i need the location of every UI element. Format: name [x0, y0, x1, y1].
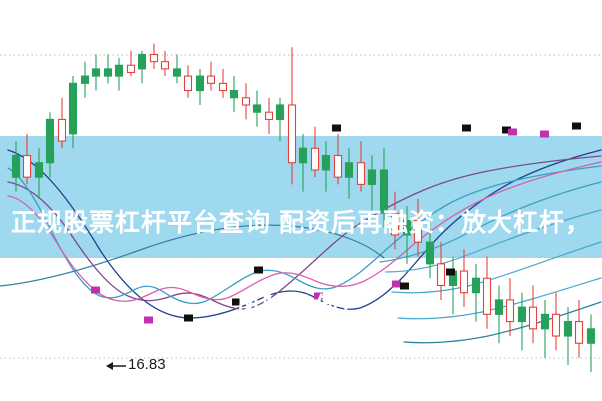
candle	[275, 97, 285, 142]
candle	[494, 285, 504, 344]
candle-marker	[462, 124, 471, 132]
candle	[241, 83, 251, 120]
candle	[80, 61, 90, 98]
candle-marker	[232, 298, 241, 306]
candle	[540, 299, 550, 358]
ma-extra-line-4	[397, 277, 602, 320]
candle-marker	[392, 280, 401, 288]
candle	[321, 141, 331, 192]
candle-marker	[144, 316, 153, 324]
candle	[344, 148, 354, 199]
candle	[528, 285, 538, 344]
candle	[505, 278, 515, 337]
candle-marker	[508, 128, 517, 136]
candlesticks	[11, 43, 596, 373]
candle	[287, 47, 297, 185]
candle	[229, 76, 239, 113]
candle-marker	[502, 126, 511, 134]
candle	[195, 68, 205, 105]
candle	[57, 97, 67, 149]
candle	[126, 50, 136, 77]
candle	[482, 256, 492, 329]
candle	[206, 61, 216, 91]
candle	[390, 191, 400, 250]
candle	[11, 141, 21, 192]
candle	[551, 292, 561, 351]
annotation-arrow	[106, 362, 126, 370]
candle	[517, 292, 527, 351]
candle-marker	[446, 268, 455, 276]
candle	[172, 54, 182, 84]
candle	[149, 43, 159, 69]
ma-short-line	[7, 165, 602, 305]
candle	[425, 220, 435, 279]
candle	[402, 206, 412, 264]
candle-marker	[400, 282, 409, 290]
candle-marker	[184, 314, 193, 322]
candle	[436, 242, 446, 300]
candle	[45, 112, 55, 178]
candle-marker	[91, 286, 100, 294]
gridlines	[0, 54, 602, 359]
candle	[356, 141, 366, 192]
candle	[586, 314, 596, 373]
price-annotation-label: 16.83	[128, 356, 166, 373]
candle	[379, 148, 389, 228]
candle	[68, 76, 78, 149]
candle	[448, 256, 458, 315]
ma-lines	[0, 149, 602, 344]
candle	[310, 126, 320, 178]
candle	[22, 133, 32, 185]
candle	[367, 155, 377, 214]
candle	[34, 148, 44, 199]
candle	[574, 299, 584, 358]
ma-pink-line	[7, 161, 602, 302]
candle	[218, 68, 228, 98]
candle-marker	[572, 122, 581, 130]
candle	[459, 249, 469, 308]
ma-extra-line-6	[0, 224, 385, 287]
candle-marker	[314, 292, 323, 300]
candle	[333, 133, 343, 185]
candle-marker	[332, 124, 341, 132]
candle	[252, 90, 262, 127]
ma-extra-line-1	[379, 181, 602, 263]
ma-extra-line-5	[403, 301, 602, 344]
candle	[160, 50, 170, 77]
candle	[137, 50, 147, 84]
ma-mid-line	[7, 155, 602, 310]
candle	[563, 307, 573, 365]
candle	[264, 97, 274, 134]
candle	[114, 58, 124, 91]
candle	[471, 263, 481, 322]
ma-extra-line-2	[385, 209, 602, 273]
candle	[103, 54, 113, 84]
candle	[183, 65, 193, 98]
candle	[91, 54, 101, 91]
candle-markers	[91, 122, 581, 324]
candle-marker	[540, 130, 549, 138]
candle	[298, 133, 308, 192]
candle-marker	[254, 266, 263, 274]
annotation-value: 16.83	[128, 356, 166, 373]
candle	[413, 198, 423, 257]
